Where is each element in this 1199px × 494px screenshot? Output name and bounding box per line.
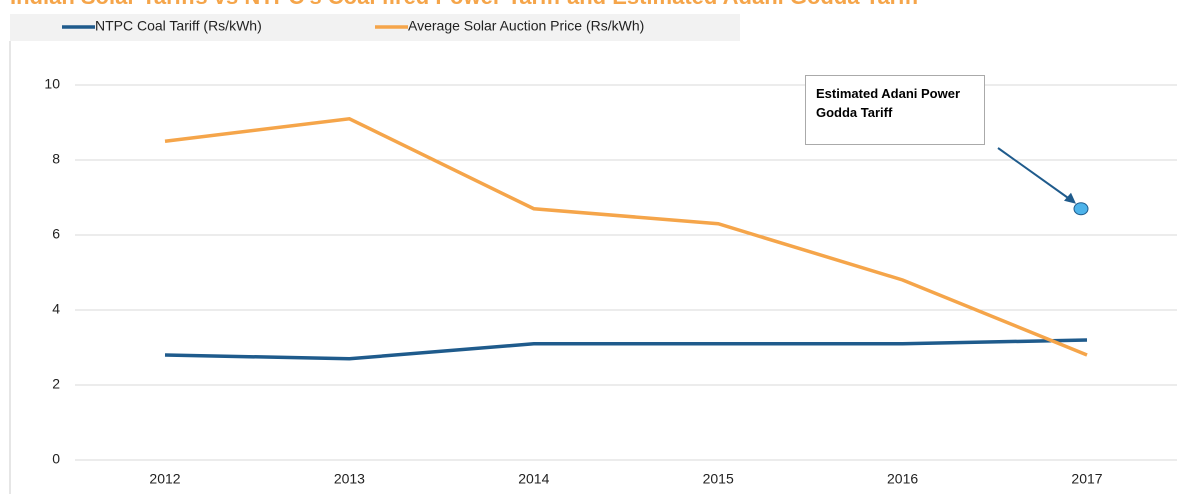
y-tick-label: 2 [52, 376, 60, 392]
annotation-arrow [997, 147, 1073, 202]
x-tick-label: 2013 [334, 471, 365, 487]
y-tick-label: 0 [52, 451, 60, 467]
x-tick-label: 2014 [518, 471, 549, 487]
annotation-arrowhead [1064, 192, 1076, 204]
annotation-point [1073, 202, 1089, 216]
series-line [164, 116, 1088, 357]
y-tick-label: 10 [44, 76, 60, 92]
legend-label: NTPC Coal Tariff (Rs/kWh) [95, 18, 262, 34]
chart-title: Indian Solar Tariffs vs NTPC's Coal fire… [10, 0, 920, 9]
x-tick-label: 2016 [887, 471, 918, 487]
y-tick-label: 6 [52, 226, 60, 242]
series-line [164, 338, 1088, 361]
y-tick-label: 8 [52, 151, 60, 167]
y-tick-label: 4 [52, 301, 60, 317]
x-tick-label: 2017 [1071, 471, 1102, 487]
legend-label: Average Solar Auction Price (Rs/kWh) [408, 18, 644, 34]
x-tick-label: 2012 [149, 471, 180, 487]
annotation-box: Estimated Adani Power Godda Tariff [805, 75, 985, 145]
x-tick-label: 2015 [703, 471, 734, 487]
